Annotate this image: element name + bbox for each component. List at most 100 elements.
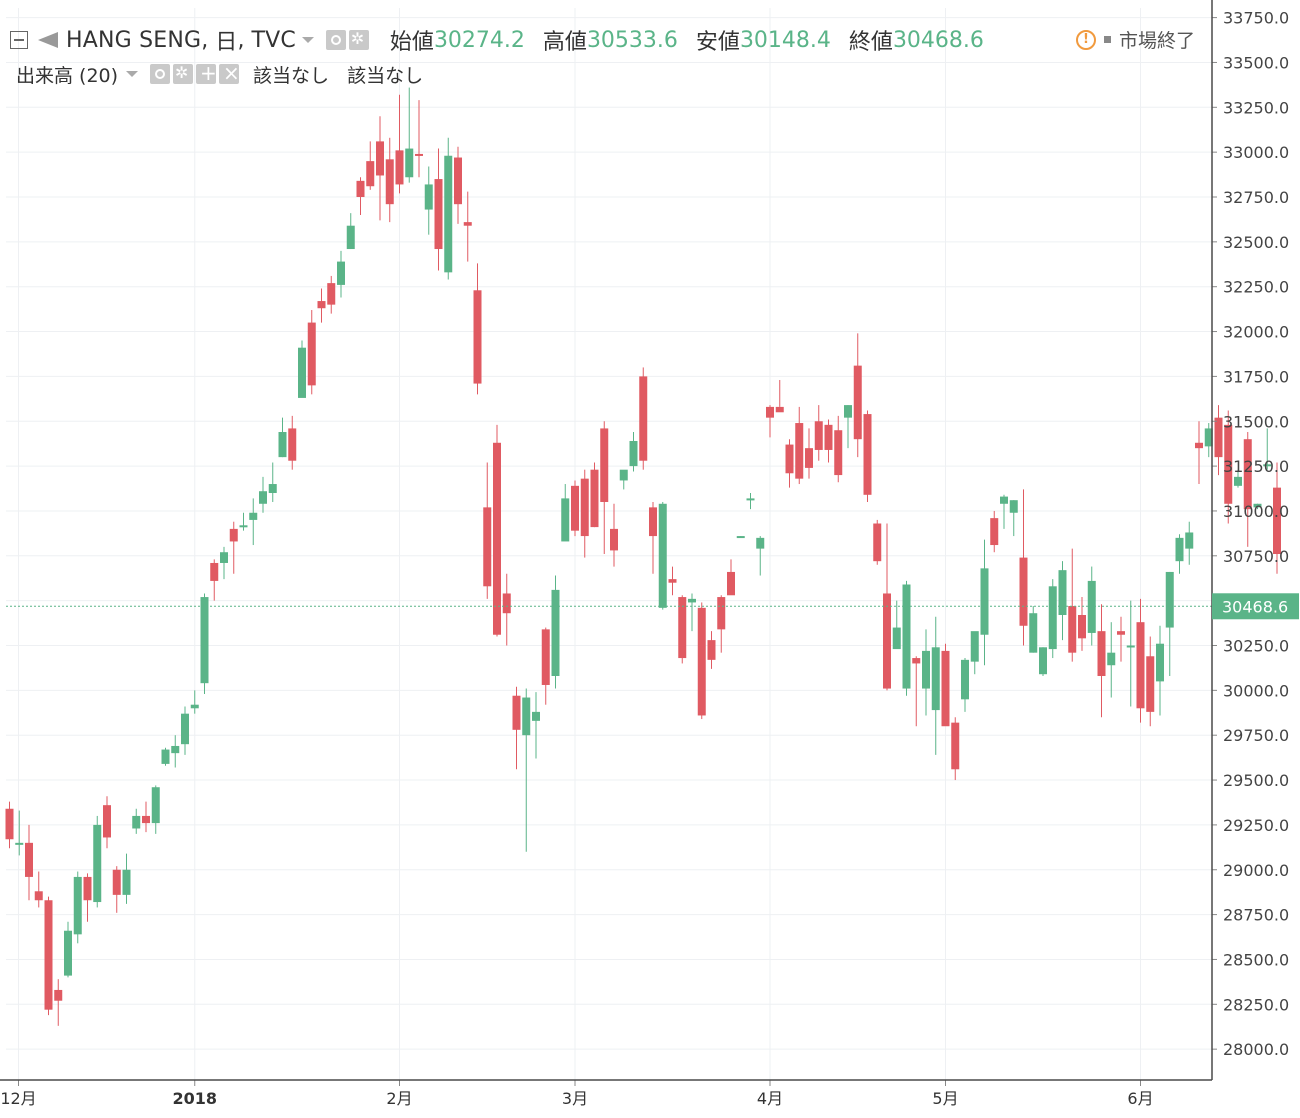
candle-body[interactable] (366, 161, 375, 187)
candle-body[interactable] (746, 498, 755, 501)
candle-body[interactable] (151, 787, 160, 824)
candle-body[interactable] (1097, 631, 1106, 676)
candle-body[interactable] (220, 552, 228, 563)
candle[interactable] (892, 600, 901, 650)
candle-body[interactable] (853, 365, 862, 440)
candle[interactable] (1253, 503, 1262, 510)
candle-body[interactable] (44, 900, 53, 1010)
candle[interactable] (1175, 534, 1184, 574)
candle-body[interactable] (229, 528, 238, 542)
candle[interactable] (5, 801, 14, 849)
gear-icon[interactable] (173, 63, 194, 84)
candle-body[interactable] (268, 484, 277, 494)
chevron-down-icon[interactable] (301, 37, 314, 43)
candle[interactable] (229, 521, 238, 574)
candle[interactable] (717, 595, 726, 653)
candle[interactable] (863, 410, 872, 502)
candle-body[interactable] (697, 607, 706, 716)
candle[interactable] (356, 177, 365, 215)
candle[interactable] (473, 263, 482, 395)
candle-body[interactable] (766, 406, 774, 418)
candle[interactable] (1048, 579, 1057, 659)
candle[interactable] (493, 424, 501, 637)
candle-body[interactable] (405, 148, 414, 178)
candle[interactable] (980, 539, 989, 666)
chevron-down-icon[interactable] (126, 71, 139, 77)
candle[interactable] (307, 310, 316, 395)
candle-body[interactable] (590, 469, 599, 528)
candle[interactable] (25, 824, 33, 901)
candle-body[interactable] (1273, 487, 1281, 555)
candle-body[interactable] (493, 442, 501, 635)
candle[interactable] (1039, 647, 1047, 676)
candle[interactable] (512, 686, 521, 770)
candle-body[interactable] (298, 347, 306, 398)
candle-body[interactable] (356, 180, 365, 197)
candle-body[interactable] (249, 512, 258, 520)
candle[interactable] (697, 602, 706, 720)
candle[interactable] (288, 415, 297, 470)
candle-body[interactable] (317, 301, 326, 309)
candle[interactable] (853, 333, 862, 458)
close-icon[interactable] (219, 61, 240, 85)
candle[interactable] (1146, 636, 1155, 727)
candle[interactable] (746, 493, 755, 510)
candle[interactable] (766, 405, 774, 438)
candle[interactable] (1214, 405, 1223, 476)
candle-body[interactable] (551, 589, 560, 676)
candle-body[interactable] (571, 485, 579, 531)
candle[interactable] (629, 432, 638, 472)
candle-body[interactable] (210, 562, 219, 581)
candle[interactable] (1117, 616, 1125, 662)
candle-body[interactable] (736, 536, 745, 539)
candle[interactable] (151, 785, 160, 834)
candle-body[interactable] (824, 424, 833, 450)
candle[interactable] (239, 512, 248, 531)
candle-body[interactable] (727, 571, 735, 596)
candle-body[interactable] (1039, 647, 1047, 675)
candle[interactable] (1097, 604, 1106, 718)
candle[interactable] (1156, 625, 1164, 716)
candle[interactable] (1107, 622, 1116, 698)
candle-body[interactable] (181, 713, 189, 745)
candle[interactable] (795, 406, 804, 485)
candle[interactable] (814, 405, 823, 461)
candle-body[interactable] (122, 869, 131, 895)
candle[interactable] (590, 462, 599, 528)
candle-body[interactable] (970, 631, 979, 662)
candle[interactable] (259, 476, 267, 513)
candle-body[interactable] (1048, 586, 1057, 650)
candle-body[interactable] (1107, 652, 1116, 666)
candle[interactable] (873, 519, 882, 565)
candle[interactable] (346, 213, 355, 250)
candle-body[interactable] (805, 448, 813, 468)
candle[interactable] (1078, 597, 1086, 651)
plus-icon[interactable] (196, 61, 217, 85)
candle-body[interactable] (239, 525, 248, 528)
candle[interactable] (522, 688, 531, 852)
warning-icon[interactable]: ! (1076, 29, 1096, 50)
candle[interactable] (931, 616, 940, 755)
candle-body[interactable] (1224, 424, 1233, 504)
candle[interactable] (327, 275, 336, 314)
candle[interactable] (1263, 428, 1272, 470)
candle[interactable] (405, 87, 414, 183)
candle-body[interactable] (1009, 500, 1018, 513)
candle[interactable] (990, 510, 999, 553)
candle[interactable] (580, 469, 589, 558)
candle-body[interactable] (1214, 417, 1223, 458)
candle[interactable] (15, 810, 24, 856)
candle[interactable] (658, 501, 667, 610)
candle-body[interactable] (678, 597, 687, 659)
candle[interactable] (1136, 598, 1145, 723)
candle-body[interactable] (1078, 615, 1086, 639)
candle-body[interactable] (1243, 439, 1252, 510)
candle-body[interactable] (1185, 532, 1194, 549)
candle-body[interactable] (64, 930, 72, 976)
candle-body[interactable] (34, 891, 43, 901)
candle[interactable] (600, 421, 609, 555)
candle[interactable] (883, 523, 891, 691)
candle-body[interactable] (307, 322, 316, 386)
candle-body[interactable] (1068, 606, 1077, 653)
candle[interactable] (64, 921, 72, 978)
